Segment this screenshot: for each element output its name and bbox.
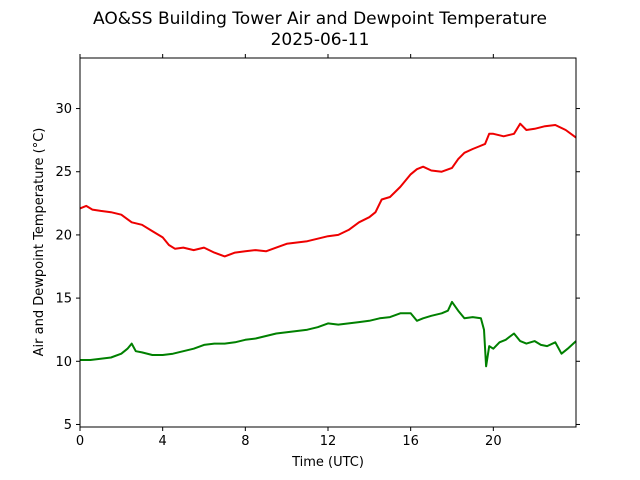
y-tick-label: 5 (64, 418, 72, 433)
x-tick-label: 4 (159, 434, 167, 449)
y-tick-label: 15 (55, 292, 72, 307)
x-axis: 0 4 8 12 16 20 (76, 54, 502, 449)
x-tick-label: 0 (76, 434, 84, 449)
y-axis-label: Air and Dewpoint Temperature (°C) (32, 128, 47, 357)
series-line-dewpoint (80, 300, 577, 368)
chart-title: AO&SS Building Tower Air and Dewpoint Te… (93, 9, 547, 29)
y-tick-label: 20 (55, 228, 72, 243)
plot-frame (79, 57, 577, 428)
y-tick-label: 25 (55, 165, 72, 180)
series-layer (79, 122, 577, 368)
chart-subtitle: 2025-06-11 (271, 30, 370, 50)
x-tick-label: 20 (485, 434, 502, 449)
x-axis-label: Time (UTC) (291, 455, 364, 470)
x-tick-label: 8 (241, 434, 249, 449)
series-line-air (79, 122, 577, 258)
y-axis: 5 10 15 20 25 30 (55, 102, 580, 433)
y-tick-label: 30 (55, 102, 72, 117)
x-tick-label: 16 (402, 434, 419, 449)
x-tick-label: 12 (320, 434, 337, 449)
y-tick-label: 10 (55, 355, 72, 370)
